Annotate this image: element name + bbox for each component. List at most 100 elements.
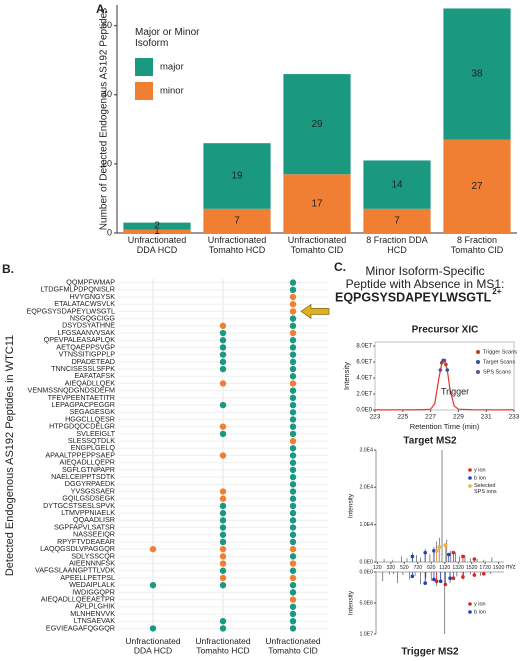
dot: [289, 293, 297, 301]
y-tick-label: DPADETEAD: [72, 357, 115, 366]
y-tick-label: 6.0E7: [356, 360, 372, 366]
dot: [219, 380, 227, 387]
y-tick-label: 2.0E7: [356, 392, 372, 398]
dot: [149, 545, 157, 553]
y-tick-label: VENMSSNQDGNDSDEFM: [28, 386, 115, 395]
dot: [219, 351, 227, 358]
bar-segment: [123, 229, 191, 233]
y-tick-label: DYTGCSTSESLSPVK: [43, 501, 115, 510]
dot: [289, 531, 297, 538]
dot: [289, 315, 297, 322]
y-tick-label: EGVIEAGAFQGGQR: [46, 623, 115, 632]
dot: [219, 488, 227, 495]
y-axis-label: Intensity: [348, 493, 355, 518]
y-tick-label: LTMVPPNIAELK: [61, 508, 115, 517]
dot: [289, 430, 297, 438]
x-tick-label: Unfractionated Tomahto CID: [288, 235, 347, 255]
dot: [289, 423, 297, 430]
ion-marker: [410, 574, 415, 579]
ion-marker: [451, 576, 456, 580]
bar-value-label: 27: [471, 181, 483, 192]
dot: [289, 437, 297, 445]
ion-marker: [423, 581, 427, 585]
dot: [289, 524, 297, 531]
y-tick-label: DGGYRPAEDK: [65, 479, 115, 488]
legend-swatch: [135, 58, 153, 76]
y-tick-label: AETQAEPPSVGP: [56, 342, 115, 351]
legend-marker: [468, 484, 472, 488]
bar-segment: [123, 222, 191, 230]
ion-marker: [434, 579, 439, 584]
legend-label: Target Scans: [483, 359, 515, 365]
bar-value-label: 19: [231, 171, 243, 182]
legend-marker: [468, 476, 472, 480]
dot: [149, 581, 157, 589]
x-tick-label: 225: [397, 414, 408, 421]
x-axis-label: Retention Time (min): [410, 422, 480, 431]
y-tick-label: 0.0E0: [356, 408, 372, 414]
legend-marker: [476, 360, 480, 364]
y-tick-label: TFEVPEENTAETITR: [48, 393, 115, 402]
x-tick-label: 1520: [466, 565, 478, 571]
peptide: EQPGSYSDAPEYLWSGTL: [335, 290, 492, 304]
dot: [289, 466, 297, 474]
x-tick-label: Unfractionated DDA HCD: [125, 636, 181, 655]
dot: [289, 308, 297, 315]
panel-label: A.: [96, 2, 108, 16]
scan-marker: [444, 362, 448, 367]
dot: [289, 373, 297, 380]
x-tick-label: Unfractionated Tomahto HCD: [195, 636, 251, 655]
x-tick-label: 1320: [452, 565, 464, 571]
dot: [289, 387, 297, 394]
dot: [149, 625, 157, 632]
dot: [289, 495, 297, 502]
ion-marker: [434, 549, 439, 553]
x-tick-label: 520: [400, 565, 409, 571]
y-tick-label: GQILGSDSEGK: [62, 494, 115, 503]
x-tick-label: 720: [413, 565, 422, 571]
dot: [219, 574, 227, 582]
legend-label: b ion: [474, 475, 486, 481]
legend-label: b ion: [474, 609, 486, 615]
bar-value-label: 29: [311, 119, 323, 130]
y-tick-label: 0.0E0: [359, 559, 373, 565]
dot: [219, 495, 227, 502]
x-tick-label: 223: [370, 414, 381, 421]
y-tick-label: 4.0E7: [356, 376, 372, 382]
dot: [289, 301, 297, 308]
y-tick-label: VTNSSITIGPPLP: [59, 350, 116, 359]
y-tick-label: AIEENNNFSK: [69, 558, 115, 567]
y-tick-label: APEELLPETPSL: [60, 573, 115, 582]
ion-marker: [461, 575, 465, 579]
ion-marker: [461, 554, 465, 559]
y-tick-label: LTDGFMLPDPQNISLR: [40, 285, 115, 294]
y-tick-label: QQAADLISR: [73, 515, 115, 524]
dot: [289, 416, 297, 423]
dot: [219, 567, 227, 574]
bar-value-label: 1: [154, 226, 160, 237]
y-tick-label: EAFATAFSK: [75, 371, 116, 380]
legend-marker: [468, 468, 472, 472]
dot: [289, 409, 297, 416]
bar-value-label: 14: [391, 179, 403, 190]
dot: [289, 625, 297, 632]
y-tick-label: 2.0E4: [359, 485, 373, 491]
x-tick-label: Unfractionated Tomahto CID: [265, 636, 321, 655]
scan-marker: [442, 358, 447, 363]
dot: [219, 538, 227, 546]
legend-marker: [468, 610, 472, 614]
y-axis-label: Intensity: [348, 590, 355, 615]
ion-marker: [446, 552, 451, 557]
dot: [289, 322, 297, 330]
title-top: Target MS2: [403, 436, 457, 447]
title-bottom: Trigger MS2: [401, 647, 459, 658]
dot: [219, 502, 227, 510]
dot: [289, 401, 297, 409]
y-tick-label: AIEQADLLQEEAETPR: [41, 594, 115, 603]
legend-marker: [476, 370, 480, 374]
x-tick-label: Unfractionated Tomahto HCD: [208, 235, 267, 255]
y-tick-label: SVLEEIGLT: [76, 429, 115, 438]
dot: [219, 617, 227, 625]
legend-label: SPS Scans: [483, 369, 511, 375]
ion-marker: [437, 545, 442, 549]
